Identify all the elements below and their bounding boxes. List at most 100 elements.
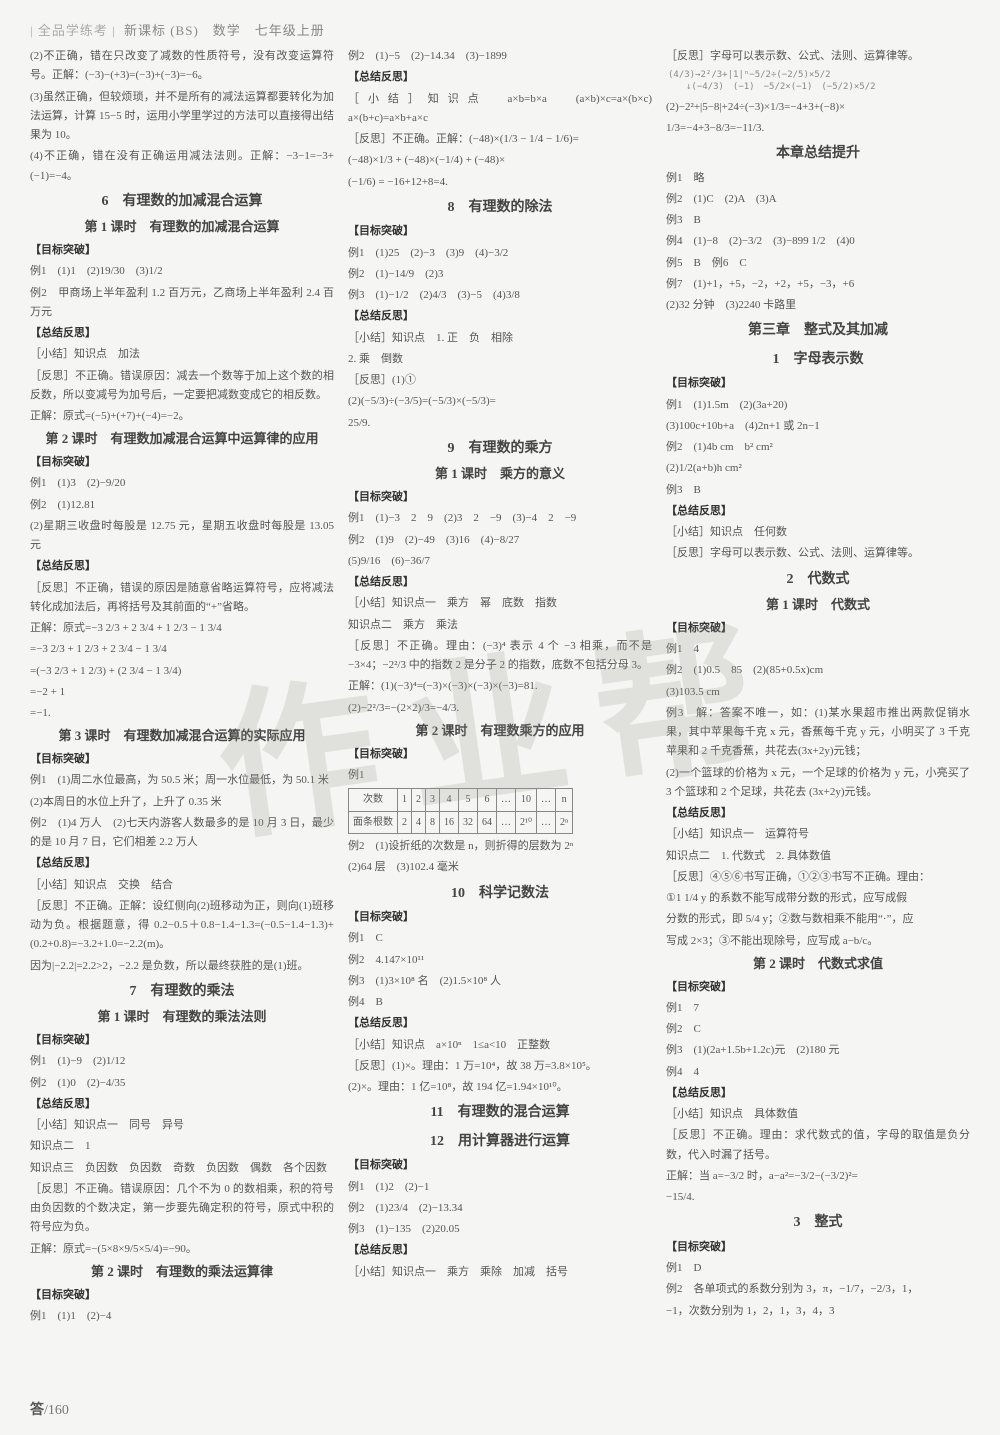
text: ［小结］知识点 任何数 [666, 523, 970, 542]
table-cell: … [497, 789, 516, 812]
example: 例2 C [666, 1020, 970, 1039]
text: =(−3 2/3 + 1 2/3) + (2 3/4 − 1 3/4) [30, 662, 334, 681]
section-title: 本章总结提升 [666, 142, 970, 167]
footer-label: 答 [30, 1403, 44, 1418]
table-cell: 32 [459, 811, 478, 834]
table-cell: 4 [440, 789, 459, 812]
example: 例1 (1)1.5m (2)(3a+20) [666, 396, 970, 415]
text: 分数的形式，即 5/4 y；②数与数相乘不能用“·”，应 [666, 910, 970, 929]
example: 例3 (1)−135 (2)20.05 [348, 1220, 652, 1239]
text: ［反思］不正确。理由：求代数式的值，字母的取值是负分数，代入时漏了括号。 [666, 1126, 970, 1165]
book-header: | 全品学练考 | 新课标 (BS) 数学 七年级上册 [30, 20, 970, 39]
text: 2. 乘 倒数 [348, 350, 652, 369]
heading: 【总结反思】 [666, 502, 970, 521]
section-title: 9 有理数的乘方 [348, 437, 652, 462]
heading: 【目标突破】 [348, 222, 652, 241]
table-cell: 8 [426, 811, 440, 834]
heading: 【总结反思】 [348, 573, 652, 592]
heading: 【目标突破】 [666, 374, 970, 393]
lesson-title: 第 1 课时 代数式 [666, 594, 970, 617]
heading: 【总结反思】 [30, 324, 334, 343]
heading: 【总结反思】 [666, 1084, 970, 1103]
text: ［反思］不正确。理由：(−3)⁴ 表示 4 个 −3 相乘，而不是 −3×4；−… [348, 637, 652, 676]
text: (2)(−5/3)÷(−3/5)=(−5/3)×(−5/3)= [348, 392, 652, 411]
text: (2)1/2(a+b)h cm² [666, 459, 970, 478]
text: (3)103.5 cm [666, 683, 970, 702]
heading: 【总结反思】 [666, 804, 970, 823]
text: ［小结］知识点一 乘方 乘除 加减 括号 [348, 1263, 652, 1282]
text: =−2 + 1 [30, 683, 334, 702]
text: 正解：原式=(−5)+(+7)+(−4)=−2。 [30, 407, 334, 426]
table-cell: 次数 [349, 789, 398, 812]
text: 正解：原式=−(5×8×9/5×5/4)=−90。 [30, 1240, 334, 1259]
section-title: 2 代数式 [666, 568, 970, 593]
section-title: 7 有理数的乘法 [30, 980, 334, 1005]
section-title: 10 科学记数法 [348, 882, 652, 907]
text: ［小结］知识点 a×b=b×a (a×b)×c=a×(b×c) a×(b+c)=… [348, 90, 652, 129]
text: (2)×。理由：1 亿=10⁸，故 194 亿=1.94×10¹⁰。 [348, 1078, 652, 1097]
text: ［反思］(1)① [348, 371, 652, 390]
text: (4)不正确，错在没有正确运用减法法则。正解：−3−1=−3+(−1)=−4。 [30, 147, 334, 186]
section-title: 1 字母表示数 [666, 348, 970, 373]
page-root: | 全品学练考 | 新课标 (BS) 数学 七年级上册 (2)不正确，错在只改变… [0, 0, 1000, 1348]
heading: 【目标突破】 [30, 750, 334, 769]
flow-diagram: (4/3)→2²/3+|1|ⁿ−5/2÷(−2/5)×5/2 ↓(−4/3) (… [666, 68, 970, 95]
example: 例1 (1)周二水位最高，为 50.5 米；周一水位最低，为 50.1 米 [30, 771, 334, 790]
example: 例2 (1)−14/9 (2)3 [348, 265, 652, 284]
heading: 【目标突破】 [30, 1031, 334, 1050]
section-title: 8 有理数的除法 [348, 196, 652, 221]
example: 例2 (1)12.81 [30, 496, 334, 515]
example: 例1 略 [666, 169, 970, 188]
table-cell: 10 [516, 789, 537, 812]
lesson-title: 第 1 课时 有理数的乘法法则 [30, 1006, 334, 1029]
text: ［小结］知识点 加法 [30, 345, 334, 364]
text: (2)−2²/3=−(2×2)/3=−4/3. [348, 699, 652, 718]
heading: 【总结反思】 [30, 1095, 334, 1114]
example: 例3 解：答案不唯一，如：(1)某水果超市推出两款促销水果，其中苹果每千克 x … [666, 704, 970, 762]
table-cell: 5 [459, 789, 478, 812]
columns: (2)不正确，错在只改变了减数的性质符号，没有改变运算符号。正解：(−3)−(+… [30, 47, 970, 1328]
table-cell: … [537, 789, 556, 812]
text: (3)100c+10b+a (4)2n+1 或 2n−1 [666, 417, 970, 436]
text: ［小结］知识点一 运算符号 [666, 825, 970, 844]
example: 例1 D [666, 1259, 970, 1278]
text: =−3 2/3 + 1 2/3 + 2 3/4 − 1 3/4 [30, 640, 334, 659]
text: 知识点二 乘方 乘法 [348, 616, 652, 635]
example: 例4 (1)−8 (2)−3/2 (3)−899 1/2 (4)0 [666, 232, 970, 251]
text: 写成 2×3；③不能出现除号，应写成 a−b/c。 [666, 932, 970, 951]
example: 例3 (1)−1/2 (2)4/3 (3)−5 (4)3/8 [348, 286, 652, 305]
text: 知识点三 负因数 负因数 奇数 负因数 偶数 各个因数 [30, 1159, 334, 1178]
lesson-title: 第 1 课时 乘方的意义 [348, 463, 652, 486]
table-cell: 6 [478, 789, 497, 812]
example: 例2 (1)0 (2)−4/35 [30, 1074, 334, 1093]
table-cell: 2ⁿ [556, 811, 573, 834]
section-title: 12 用计算器进行运算 [348, 1130, 652, 1155]
text: 因为|−2.2|=2.2>2，−2.2 是负数，所以最终获胜的是(1)班。 [30, 957, 334, 976]
heading: 【目标突破】 [30, 1286, 334, 1305]
text: ［反思］不正确。正解：设红侧向(2)班移动为正，则向(1)班移动为负。根据题意，… [30, 897, 334, 955]
table-cell: 2¹⁰ [516, 811, 537, 834]
example: 例4 4 [666, 1063, 970, 1082]
col-3: ［反思］字母可以表示数、公式、法则、运算律等。 (4/3)→2²/3+|1|ⁿ−… [666, 47, 970, 1328]
text: 25/9. [348, 414, 652, 433]
text: (2)64 层 (3)102.4 毫米 [348, 858, 652, 877]
table-cell: 4 [412, 811, 426, 834]
text: (2)32 分钟 (3)2240 卡路里 [666, 296, 970, 315]
text: 正解：(1)(−3)⁴=(−3)×(−3)×(−3)×(−3)=81. [348, 677, 652, 696]
table-cell: 64 [478, 811, 497, 834]
text: ［小结］知识点 具体数值 [666, 1105, 970, 1124]
example: 例2 (1)C (2)A (3)A [666, 190, 970, 209]
section-title: 3 整式 [666, 1211, 970, 1236]
text: ［小结］知识点 1. 正 负 相除 [348, 329, 652, 348]
example: 例2 4.147×10¹¹ [348, 951, 652, 970]
lesson-title: 第 2 课时 代数式求值 [666, 953, 970, 976]
heading: 【总结反思】 [348, 307, 652, 326]
text: 正解：原式=−3 2/3 + 2 3/4 + 1 2/3 − 1 3/4 [30, 619, 334, 638]
table-cell: 2 [398, 811, 412, 834]
heading: 【目标突破】 [666, 619, 970, 638]
lesson-title: 第 2 课时 有理数乘方的应用 [348, 720, 652, 743]
example: 例5 B 例6 C [666, 254, 970, 273]
example: 例1 [348, 766, 652, 785]
text: (−48)×1/3 + (−48)×(−1/4) + (−48)× [348, 151, 652, 170]
page-footer: 答/160 [30, 1399, 69, 1419]
